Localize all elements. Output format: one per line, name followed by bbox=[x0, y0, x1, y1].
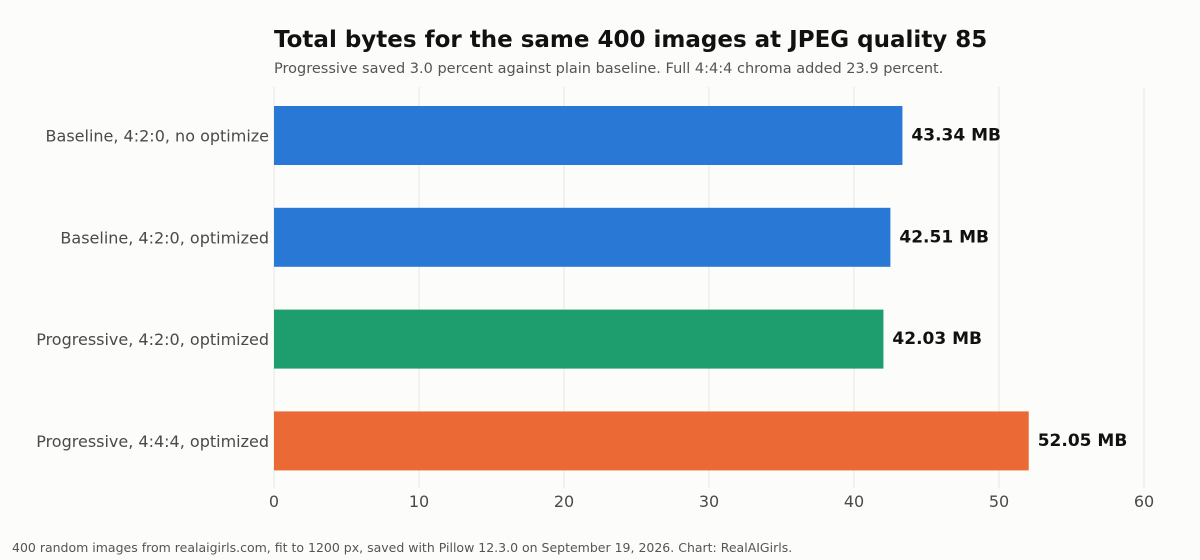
x-tick-label: 10 bbox=[409, 492, 429, 511]
category-label: Progressive, 4:4:4, optimized bbox=[36, 432, 269, 451]
x-tick-label: 60 bbox=[1134, 492, 1154, 511]
x-tick-label: 50 bbox=[989, 492, 1009, 511]
bar bbox=[274, 411, 1029, 471]
x-tick-label: 30 bbox=[699, 492, 719, 511]
x-tick-label: 40 bbox=[844, 492, 864, 511]
category-labels: Baseline, 4:2:0, no optimize Baseline, 4:… bbox=[36, 127, 269, 451]
x-tick-label: 20 bbox=[554, 492, 574, 511]
x-axis-tick-labels: 0 10 20 30 40 50 60 bbox=[269, 492, 1154, 511]
bar bbox=[274, 106, 903, 165]
data-label: 43.34 MB bbox=[911, 126, 1001, 146]
chart-subtitle: Progressive saved 3.0 percent against pl… bbox=[274, 61, 943, 77]
x-tick-label: 0 bbox=[269, 492, 279, 511]
category-label: Progressive, 4:2:0, optimized bbox=[36, 330, 269, 349]
footer-note: 400 random images from realaigirls.com, … bbox=[12, 540, 792, 555]
category-label: Baseline, 4:2:0, optimized bbox=[60, 228, 269, 247]
data-label: 42.51 MB bbox=[899, 227, 989, 247]
data-label: 52.05 MB bbox=[1038, 431, 1128, 451]
category-label: Baseline, 4:2:0, no optimize bbox=[46, 127, 269, 146]
data-labels: 43.34 MB 42.51 MB 42.03 MB 52.05 MB bbox=[892, 126, 1127, 451]
bar bbox=[274, 207, 891, 267]
data-label: 42.03 MB bbox=[892, 329, 982, 349]
chart-title: Total bytes for the same 400 images at J… bbox=[274, 27, 987, 53]
bar bbox=[274, 309, 884, 369]
bars bbox=[274, 106, 1029, 471]
